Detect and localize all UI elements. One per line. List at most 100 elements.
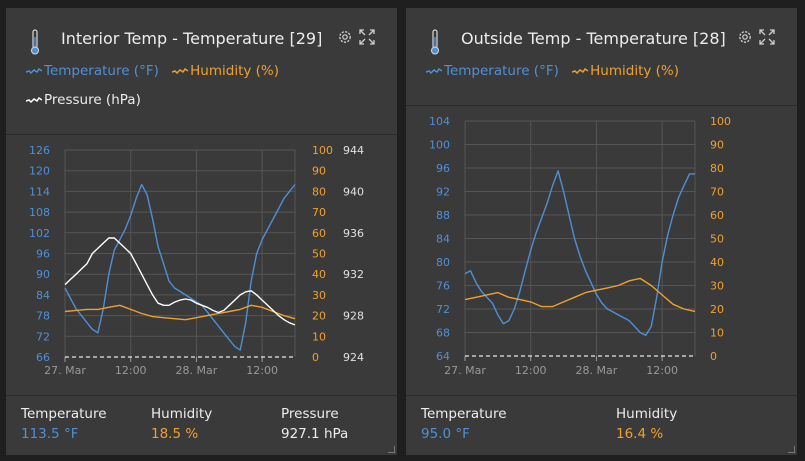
temperature-tick-label: 66 (36, 351, 50, 364)
stat-temperature: Temperature 113.5 °F (21, 406, 107, 442)
humidity-tick-label: 10 (312, 330, 326, 343)
pressure-tick-label: 924 (343, 351, 364, 364)
pressure-tick-label: 928 (343, 310, 364, 323)
temperature-tick-label: 108 (29, 206, 50, 219)
humidity-tick-label: 40 (710, 256, 724, 269)
humidity-series-icon (172, 67, 189, 75)
stat-humidity: Humidity 16.4 % (616, 406, 677, 442)
chart-outside[interactable]: 1041009692888480767268641009080706050403… (406, 8, 797, 403)
humidity-tick-label: 70 (312, 206, 326, 219)
temperature-tick-label: 92 (436, 186, 450, 199)
stat-temperature: Temperature 95.0 °F (421, 406, 507, 442)
pressure-tick-label: 932 (343, 268, 364, 281)
stat-value: 927.1 hPa (281, 426, 349, 442)
humidity-series-line (64, 304, 296, 321)
stat-value: 18.5 % (151, 426, 199, 442)
resize-handle[interactable] (388, 446, 395, 453)
temperature-series-icon (26, 67, 42, 75)
expand-icon[interactable] (759, 29, 775, 45)
legend-item-temperature[interactable]: Temperature (°F) (26, 57, 159, 86)
x-tick-label: 27. Mar (444, 364, 486, 377)
widget-outside-temp: Outside Temp - Temperature [28] Temperat… (406, 8, 797, 455)
humidity-tick-label: 70 (710, 186, 724, 199)
stat-pressure: Pressure 927.1 hPa (281, 406, 348, 442)
stat-value: 113.5 °F (21, 426, 79, 442)
pressure-tick-label: 936 (343, 227, 364, 240)
humidity-tick-label: 100 (710, 115, 731, 128)
humidity-tick-label: 0 (710, 350, 717, 363)
temperature-tick-label: 96 (436, 162, 450, 175)
humidity-tick-label: 40 (312, 268, 326, 281)
temperature-tick-label: 90 (36, 268, 50, 281)
temperature-tick-label: 72 (436, 303, 450, 316)
temperature-tick-label: 80 (436, 256, 450, 269)
divider (6, 134, 397, 135)
legend-item-temperature[interactable]: Temperature (°F) (426, 57, 559, 86)
temperature-tick-label: 84 (36, 289, 50, 302)
temperature-series-line (464, 170, 695, 337)
stats-bar: Temperature 95.0 °F Humidity 16.4 % (406, 403, 797, 455)
divider (406, 395, 797, 396)
temperature-tick-label: 76 (436, 280, 450, 293)
humidity-tick-label: 20 (312, 310, 326, 323)
humidity-tick-label: 60 (312, 227, 326, 240)
legend-label: Humidity (%) (190, 63, 280, 79)
widget-title: Outside Temp - Temperature [28] (461, 29, 726, 48)
divider (6, 395, 397, 396)
temperature-tick-label: 96 (36, 248, 50, 261)
expand-icon[interactable] (359, 29, 375, 45)
humidity-tick-label: 50 (312, 248, 326, 261)
legend-item-pressure[interactable]: Pressure (hPa) (26, 86, 141, 115)
x-tick-label: 12:00 (515, 364, 547, 377)
legend-label: Temperature (°F) (444, 63, 559, 79)
humidity-tick-label: 10 (710, 327, 724, 340)
temperature-tick-label: 72 (36, 330, 50, 343)
gear-icon[interactable] (337, 29, 353, 45)
humidity-series-icon (572, 67, 589, 75)
legend-item-humidity[interactable]: Humidity (%) (572, 57, 679, 86)
temperature-tick-label: 68 (436, 327, 450, 340)
temperature-tick-label: 104 (429, 115, 450, 128)
temperature-tick-label: 78 (36, 310, 50, 323)
stat-label: Temperature (21, 406, 107, 422)
chart-interior[interactable]: 1261201141081029690847872661009080706050… (6, 8, 397, 403)
temperature-tick-label: 64 (436, 350, 450, 363)
humidity-tick-label: 90 (312, 165, 326, 178)
temperature-series-icon (426, 67, 442, 75)
pressure-series-icon (26, 96, 42, 104)
stats-bar: Temperature 113.5 °F Humidity 18.5 % Pre… (6, 403, 397, 455)
humidity-tick-label: 50 (710, 233, 724, 246)
gear-icon[interactable] (737, 29, 753, 45)
widget-title: Interior Temp - Temperature [29] (61, 29, 323, 48)
humidity-tick-label: 20 (710, 303, 724, 316)
stat-label: Temperature (421, 406, 507, 422)
humidity-tick-label: 0 (312, 351, 319, 364)
temperature-tick-label: 84 (436, 233, 450, 246)
stat-humidity: Humidity 18.5 % (151, 406, 212, 442)
humidity-tick-label: 90 (710, 139, 724, 152)
stat-label: Humidity (151, 406, 213, 422)
humidity-tick-label: 60 (710, 209, 724, 222)
resize-handle[interactable] (788, 446, 795, 453)
x-tick-label: 12:00 (246, 364, 278, 377)
divider (406, 105, 797, 106)
legend-item-humidity[interactable]: Humidity (%) (172, 57, 279, 86)
humidity-tick-label: 80 (710, 162, 724, 175)
pressure-tick-label: 940 (343, 185, 364, 198)
humidity-series-line (464, 277, 696, 313)
humidity-tick-label: 30 (312, 289, 326, 302)
x-tick-label: 12:00 (646, 364, 678, 377)
stat-label: Humidity (616, 406, 678, 422)
legend-label: Humidity (%) (590, 63, 680, 79)
humidity-tick-label: 80 (312, 185, 326, 198)
humidity-tick-label: 100 (312, 144, 333, 157)
legend-label: Temperature (°F) (44, 63, 159, 79)
temperature-tick-label: 100 (429, 139, 450, 152)
humidity-tick-label: 30 (710, 280, 724, 293)
stat-label: Pressure (281, 406, 339, 422)
x-tick-label: 12:00 (115, 364, 147, 377)
thermometer-icon (31, 29, 39, 55)
legend-label: Pressure (hPa) (44, 92, 141, 108)
stat-value: 95.0 °F (421, 426, 470, 442)
chart-legend: Temperature (°F) Humidity (%) Pressure (… (26, 57, 356, 115)
